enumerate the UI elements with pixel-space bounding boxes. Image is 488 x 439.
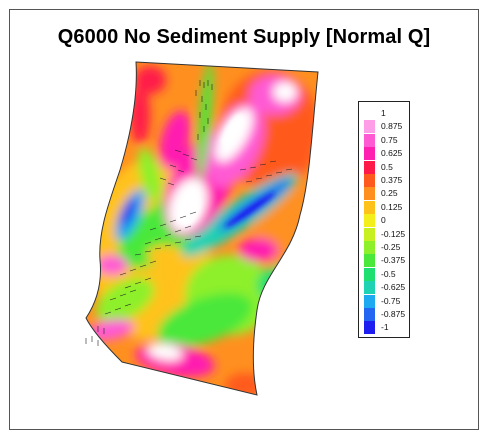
- legend-label: 0.875: [381, 121, 403, 132]
- legend-label: 0.625: [381, 148, 403, 159]
- contour-field: [86, 62, 318, 395]
- velocity-vectors: [85, 80, 293, 346]
- domain-outline: [85, 61, 319, 396]
- legend-label: 0.75: [381, 134, 398, 145]
- legend-swatch: [364, 241, 375, 254]
- legend-swatch: [364, 281, 375, 295]
- legend-label: -0.125: [381, 228, 406, 239]
- legend-swatch: [364, 214, 375, 228]
- legend-swatch: [364, 133, 375, 147]
- legend-swatch: [364, 308, 375, 321]
- legend-label: 0.125: [381, 201, 403, 212]
- color-legend: 1 0.875 0.75 0.625 0.5 0.375 0.25 0.125 0 -0.125 -…: [358, 101, 410, 338]
- legend-label: -1: [381, 322, 389, 333]
- legend-swatch: [364, 120, 375, 134]
- legend-label: 0.25: [381, 188, 398, 199]
- legend-swatch: [364, 174, 375, 187]
- legend-swatch: [364, 107, 375, 120]
- legend-label: 0.5: [381, 161, 393, 172]
- legend-swatch: [364, 187, 375, 201]
- legend-label: -0.375: [381, 255, 406, 266]
- legend-label: 1: [381, 108, 386, 118]
- legend-swatch: [364, 200, 375, 214]
- legend-swatch: [364, 254, 375, 268]
- legend-swatch: [364, 160, 375, 174]
- legend-label: 0: [381, 215, 386, 226]
- legend-label: -0.75: [381, 295, 401, 306]
- legend-label: 0.375: [381, 175, 403, 185]
- chart-title: Q6000 No Sediment Supply [Normal Q]: [57, 26, 431, 48]
- legend-label: -0.625: [381, 282, 406, 293]
- legend-swatch: [364, 267, 375, 281]
- legend-label: -0.875: [381, 309, 406, 319]
- legend-swatch: [364, 294, 375, 308]
- legend-label: -0.25: [381, 242, 401, 252]
- legend-label: -0.5: [381, 268, 396, 279]
- legend-swatch: [364, 227, 375, 241]
- legend-swatch: [364, 321, 375, 335]
- legend-swatch: [364, 147, 375, 161]
